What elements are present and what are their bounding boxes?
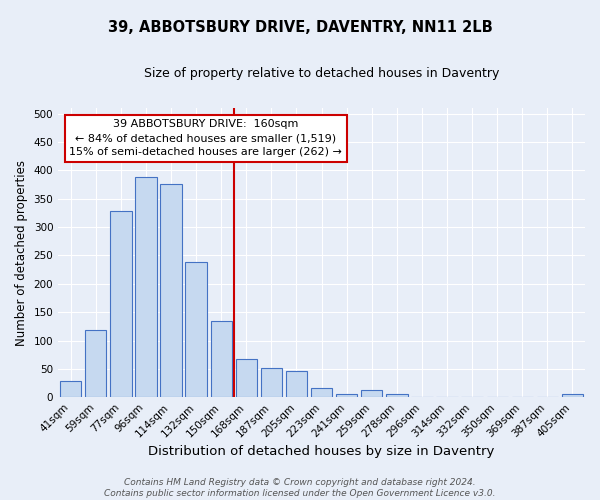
Y-axis label: Number of detached properties: Number of detached properties: [15, 160, 28, 346]
Bar: [160, 184, 182, 397]
Bar: [236, 358, 257, 397]
Bar: [361, 390, 382, 397]
Bar: [286, 371, 307, 397]
Bar: [211, 321, 232, 397]
Text: Contains HM Land Registry data © Crown copyright and database right 2024.
Contai: Contains HM Land Registry data © Crown c…: [104, 478, 496, 498]
Bar: [110, 210, 131, 397]
Bar: [562, 394, 583, 397]
Bar: [136, 177, 157, 397]
Bar: [185, 262, 207, 397]
Title: Size of property relative to detached houses in Daventry: Size of property relative to detached ho…: [144, 68, 499, 80]
Bar: [85, 330, 106, 397]
Text: 39, ABBOTSBURY DRIVE, DAVENTRY, NN11 2LB: 39, ABBOTSBURY DRIVE, DAVENTRY, NN11 2LB: [107, 20, 493, 35]
Bar: [311, 388, 332, 397]
Bar: [60, 382, 82, 397]
Text: 39 ABBOTSBURY DRIVE:  160sqm
← 84% of detached houses are smaller (1,519)
15% of: 39 ABBOTSBURY DRIVE: 160sqm ← 84% of det…: [69, 120, 342, 158]
X-axis label: Distribution of detached houses by size in Daventry: Distribution of detached houses by size …: [148, 444, 495, 458]
Bar: [261, 368, 282, 397]
Bar: [336, 394, 358, 397]
Bar: [386, 394, 407, 397]
